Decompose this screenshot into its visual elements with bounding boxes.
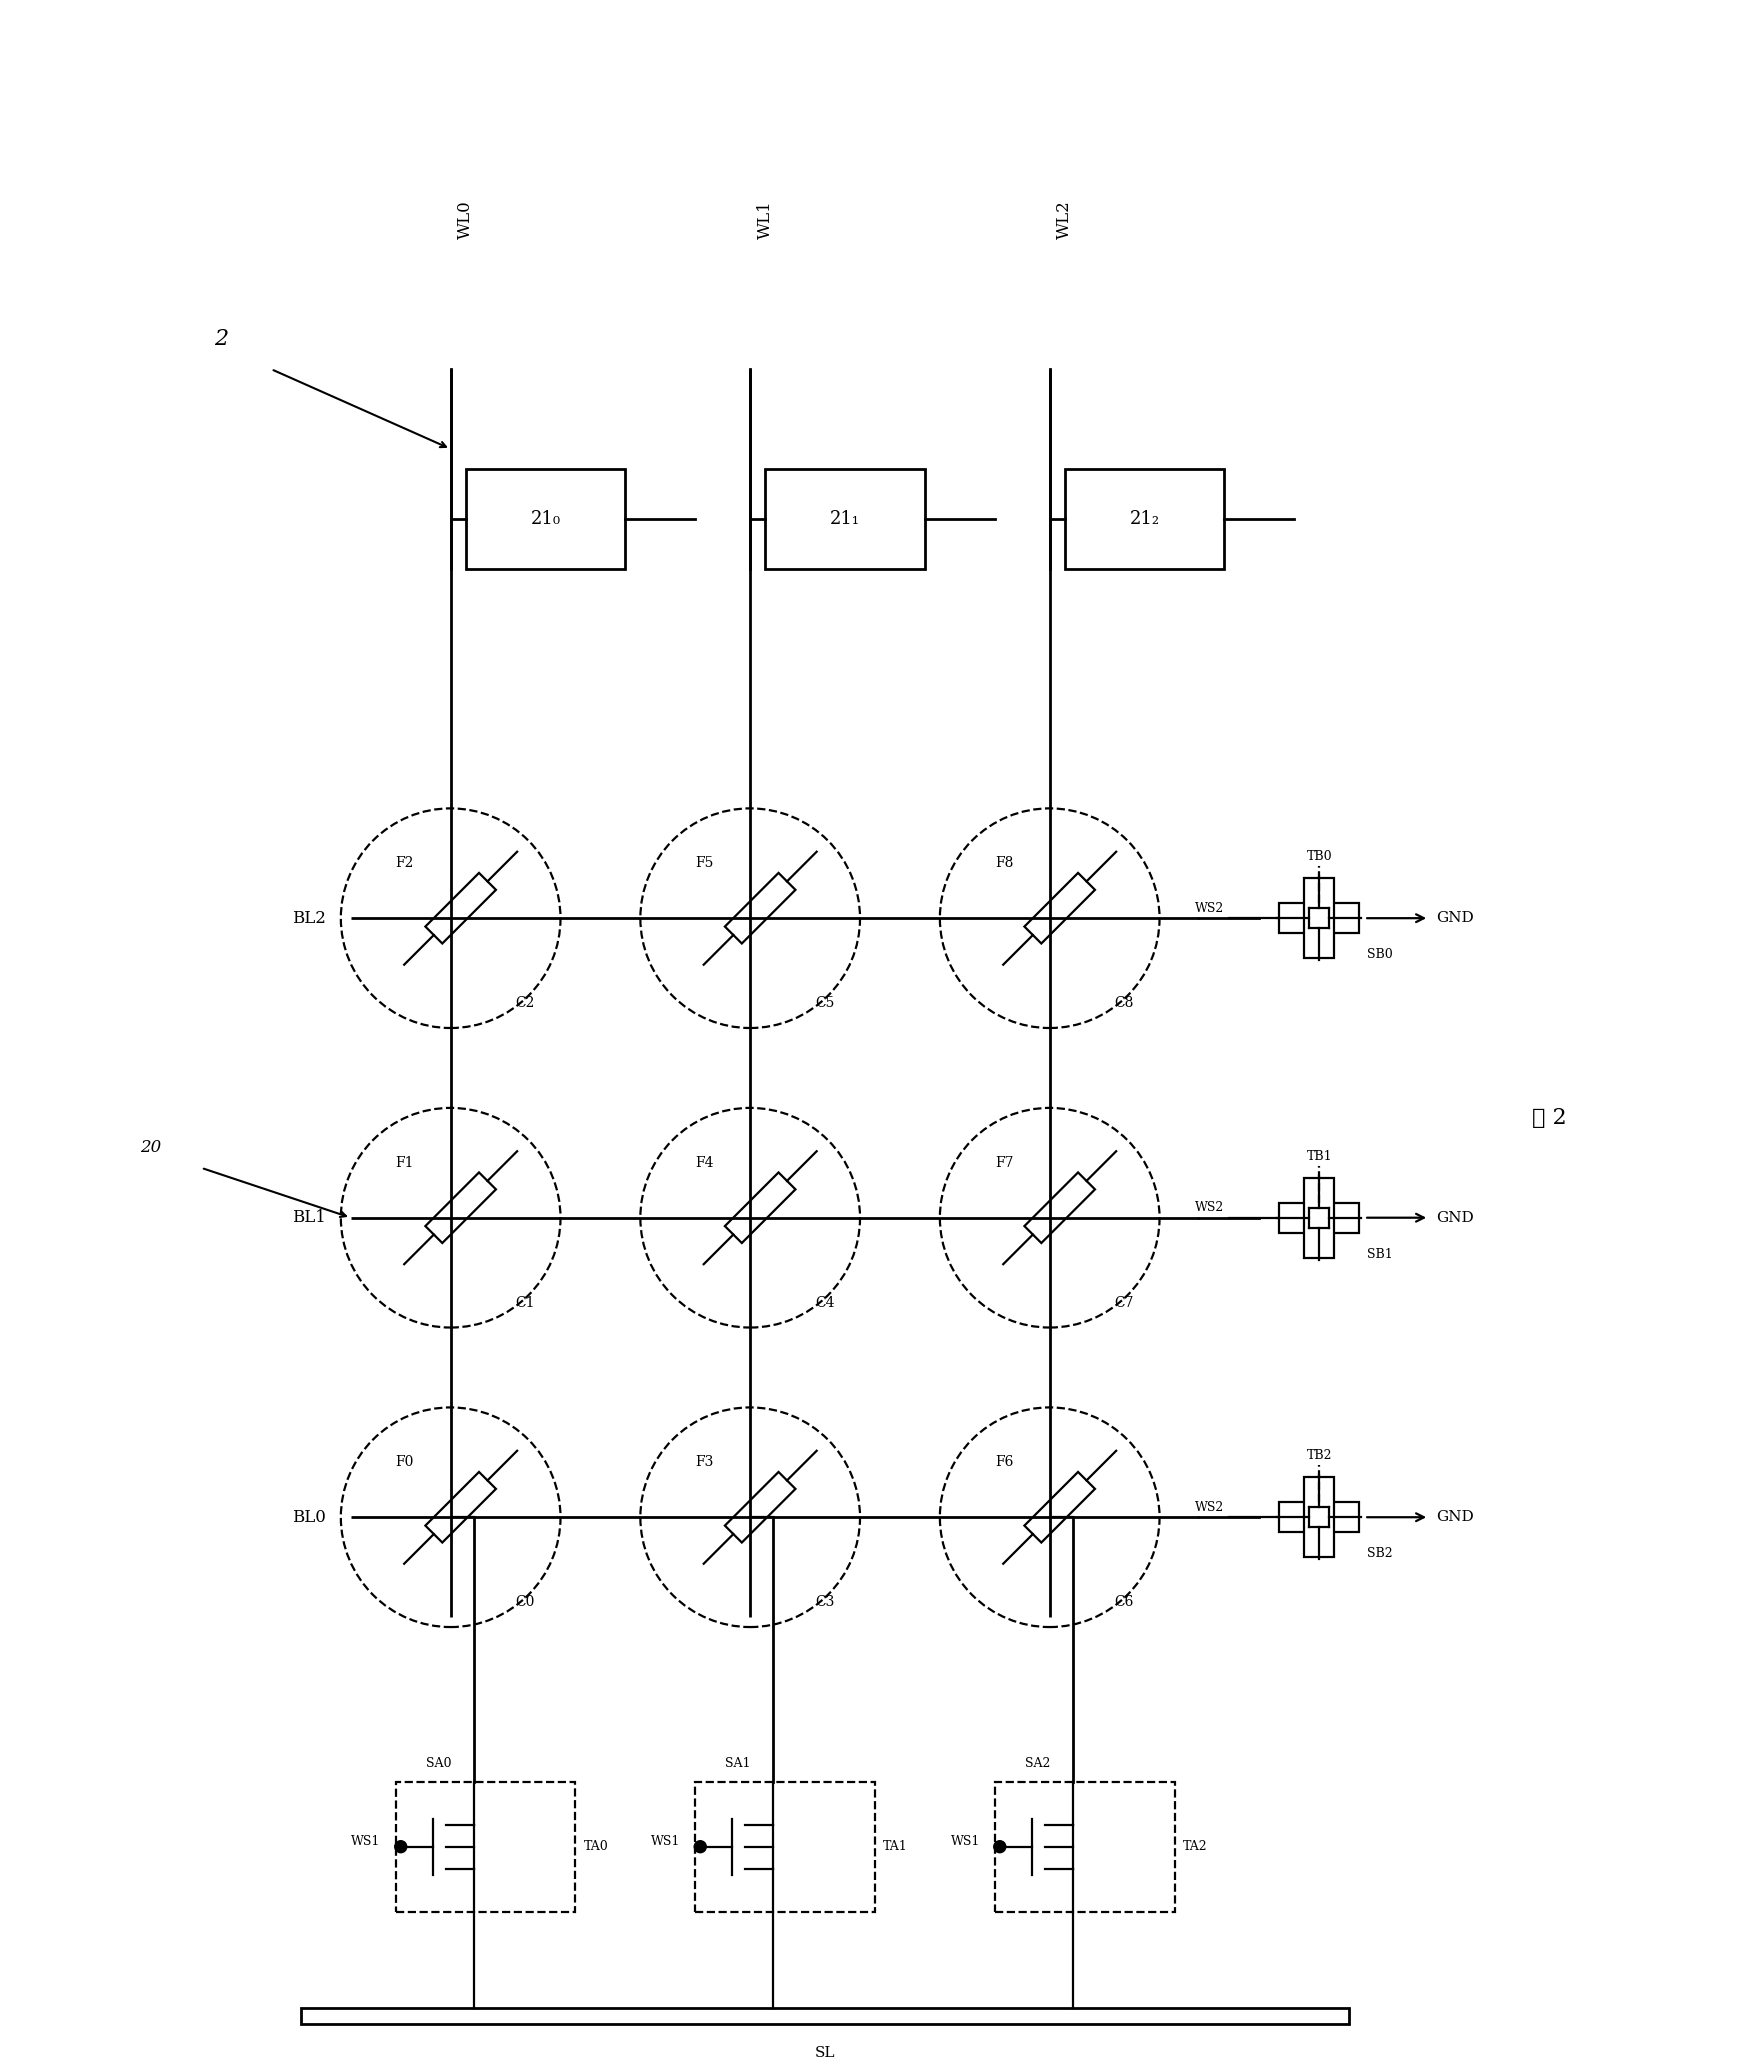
Text: C0: C0 (515, 1594, 534, 1609)
Polygon shape (424, 1173, 496, 1243)
Text: TB0: TB0 (1306, 850, 1332, 862)
Text: 21₂: 21₂ (1129, 511, 1158, 527)
Text: C2: C2 (515, 997, 534, 1009)
Text: GND: GND (1435, 1510, 1473, 1524)
Text: TA2: TA2 (1183, 1841, 1207, 1853)
Polygon shape (424, 1472, 496, 1543)
Text: C5: C5 (814, 997, 835, 1009)
Text: F0: F0 (395, 1456, 414, 1470)
Text: F6: F6 (995, 1456, 1012, 1470)
Text: SA0: SA0 (426, 1758, 450, 1770)
FancyBboxPatch shape (1304, 1477, 1334, 1557)
Text: 2: 2 (214, 329, 228, 349)
FancyBboxPatch shape (765, 469, 925, 569)
Text: WS2: WS2 (1195, 902, 1224, 914)
Text: C7: C7 (1115, 1295, 1134, 1309)
FancyBboxPatch shape (1304, 879, 1334, 957)
Text: GND: GND (1435, 1210, 1473, 1224)
Polygon shape (725, 1173, 795, 1243)
Circle shape (993, 1841, 1005, 1853)
Text: WL0: WL0 (457, 201, 473, 240)
Text: F8: F8 (995, 856, 1012, 871)
Text: TA1: TA1 (882, 1841, 908, 1853)
Text: SB2: SB2 (1367, 1547, 1391, 1559)
Text: BL0: BL0 (292, 1510, 325, 1526)
Text: SB0: SB0 (1367, 947, 1393, 962)
Text: WS1: WS1 (650, 1834, 680, 1849)
Text: WL1: WL1 (756, 201, 774, 240)
FancyBboxPatch shape (1278, 1204, 1358, 1233)
Text: F3: F3 (696, 1456, 713, 1470)
Polygon shape (1024, 1173, 1094, 1243)
Text: WS1: WS1 (949, 1834, 979, 1849)
FancyBboxPatch shape (1308, 1508, 1329, 1526)
Polygon shape (424, 873, 496, 943)
Polygon shape (1024, 1472, 1094, 1543)
Polygon shape (725, 1472, 795, 1543)
Text: TB2: TB2 (1306, 1450, 1332, 1462)
FancyBboxPatch shape (301, 2008, 1348, 2025)
Text: C6: C6 (1115, 1594, 1134, 1609)
Text: TA0: TA0 (583, 1841, 609, 1853)
Text: TB1: TB1 (1306, 1150, 1332, 1162)
Text: WS2: WS2 (1195, 1202, 1224, 1214)
Text: C1: C1 (515, 1295, 536, 1309)
Circle shape (694, 1841, 706, 1853)
Text: WS1: WS1 (351, 1834, 381, 1849)
Text: WL2: WL2 (1056, 201, 1073, 240)
Text: C3: C3 (814, 1594, 835, 1609)
Text: 20: 20 (141, 1139, 162, 1156)
FancyBboxPatch shape (1278, 904, 1358, 933)
FancyBboxPatch shape (1308, 1208, 1329, 1228)
Text: SA1: SA1 (725, 1758, 750, 1770)
Text: 図 2: 図 2 (1530, 1106, 1565, 1129)
Text: WS2: WS2 (1195, 1501, 1224, 1514)
FancyBboxPatch shape (1278, 1501, 1358, 1532)
Text: SL: SL (814, 2047, 835, 2060)
FancyBboxPatch shape (1304, 1179, 1334, 1257)
FancyBboxPatch shape (395, 1783, 576, 1911)
Text: F1: F1 (395, 1156, 414, 1170)
Text: F2: F2 (395, 856, 414, 871)
FancyBboxPatch shape (995, 1783, 1174, 1911)
FancyBboxPatch shape (1308, 908, 1329, 929)
Text: F7: F7 (995, 1156, 1012, 1170)
FancyBboxPatch shape (466, 469, 624, 569)
Text: BL1: BL1 (292, 1210, 325, 1226)
Text: BL2: BL2 (292, 910, 325, 926)
Text: SB1: SB1 (1367, 1247, 1393, 1261)
Polygon shape (725, 873, 795, 943)
FancyBboxPatch shape (1064, 469, 1224, 569)
FancyBboxPatch shape (696, 1783, 875, 1911)
Text: 21₁: 21₁ (830, 511, 859, 527)
Text: C8: C8 (1115, 997, 1134, 1009)
Text: C4: C4 (814, 1295, 835, 1309)
Text: F5: F5 (696, 856, 713, 871)
Text: 21₀: 21₀ (530, 511, 560, 527)
Polygon shape (1024, 873, 1094, 943)
Text: SA2: SA2 (1024, 1758, 1050, 1770)
Circle shape (395, 1841, 407, 1853)
Text: GND: GND (1435, 912, 1473, 924)
Text: F4: F4 (696, 1156, 713, 1170)
